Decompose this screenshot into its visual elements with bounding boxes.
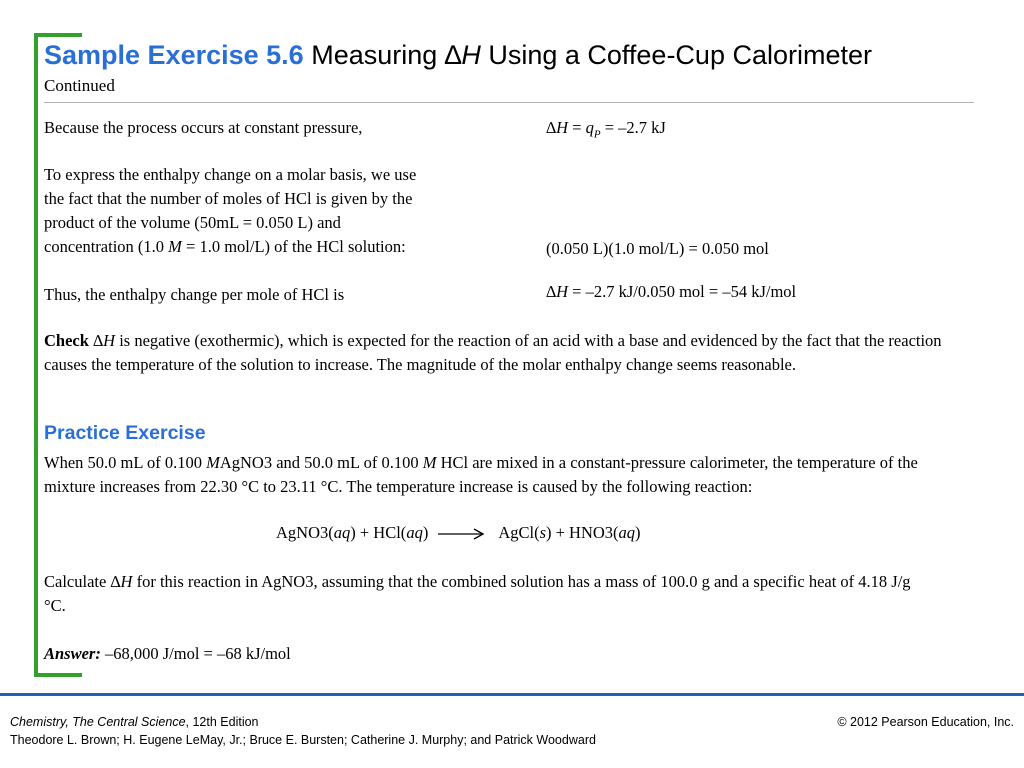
q-symbol: q (585, 118, 594, 137)
exercise-number: Sample Exercise 5.6 (44, 40, 304, 70)
footer-divider (0, 693, 1024, 696)
check-paragraph: Check ∆H is negative (exothermic), which… (44, 331, 942, 374)
molar-text-line-last: concentration (1.0 M = 1.0 mol/L) of the… (44, 237, 406, 256)
footer-authors: Theodore L. Brown; H. Eugene LeMay, Jr.;… (10, 733, 596, 747)
book-edition: , 12th Edition (185, 715, 259, 729)
p-subscript: P (593, 128, 601, 141)
slide-title: Sample Exercise 5.6 Measuring ∆H Using a… (44, 39, 872, 71)
footer-copyright: © 2012 Pearson Education, Inc. (837, 715, 1014, 729)
slide-bracket-left (34, 33, 38, 677)
title-rest: Using a Coffee-Cup Calorimeter (488, 40, 872, 70)
slide-bracket-bottom (34, 673, 82, 677)
title-measuring: Measuring (311, 40, 438, 70)
book-title: Chemistry, The Central Science (10, 715, 186, 729)
solution-dh-equation: ∆H = qP = –2.7 kJ (546, 116, 666, 146)
delta-symbol: ∆ (546, 118, 557, 137)
molar-text-line: To express the enthalpy change on a mola… (44, 165, 417, 184)
title-h: H (461, 40, 481, 70)
slide-bracket-top (34, 33, 82, 37)
answer-line: Answer: –68,000 J/mol = –68 kJ/mol (44, 642, 291, 666)
calculate-paragraph: Calculate ∆H for this reaction in AgNO3,… (44, 572, 911, 615)
title-delta: ∆ (444, 40, 462, 70)
practice-exercise-heading: Practice Exercise (44, 422, 206, 444)
thus-text: Thus, the enthalpy change per mole of HC… (44, 285, 345, 304)
molar-text-line: product of the volume (50mL = 0.050 L) a… (44, 213, 341, 232)
footer-book: Chemistry, The Central Science, 12th Edi… (10, 714, 259, 731)
answer-value: –68,000 J/mol = –68 kJ/mol (100, 644, 291, 663)
dh-value: = –2.7 kJ (600, 118, 666, 137)
molar-dh-equation: ∆H = –2.7 kJ/0.050 mol = –54 kJ/mol (546, 282, 797, 301)
slide-subtitle: Continued (44, 76, 115, 95)
molar-text-line: the fact that the number of moles of HCl… (44, 189, 413, 208)
moles-equation: (0.050 L)(1.0 mol/L) = 0.050 mol (546, 239, 769, 258)
header-divider (44, 102, 974, 103)
reaction-arrow-icon (438, 528, 485, 540)
equals-text: = (568, 118, 586, 137)
solution-line1: Because the process occurs at constant p… (44, 118, 363, 137)
reaction-equation: AgNO3(aq) + HCl(aq) AgCl(s) + HNO3(aq) (276, 523, 641, 542)
answer-label: Answer: (44, 644, 101, 663)
h-symbol: H (556, 118, 569, 137)
check-label: Check (44, 331, 89, 350)
practice-paragraph: When 50.0 mL of 0.100 MAgNO3 and 50.0 mL… (44, 453, 918, 496)
